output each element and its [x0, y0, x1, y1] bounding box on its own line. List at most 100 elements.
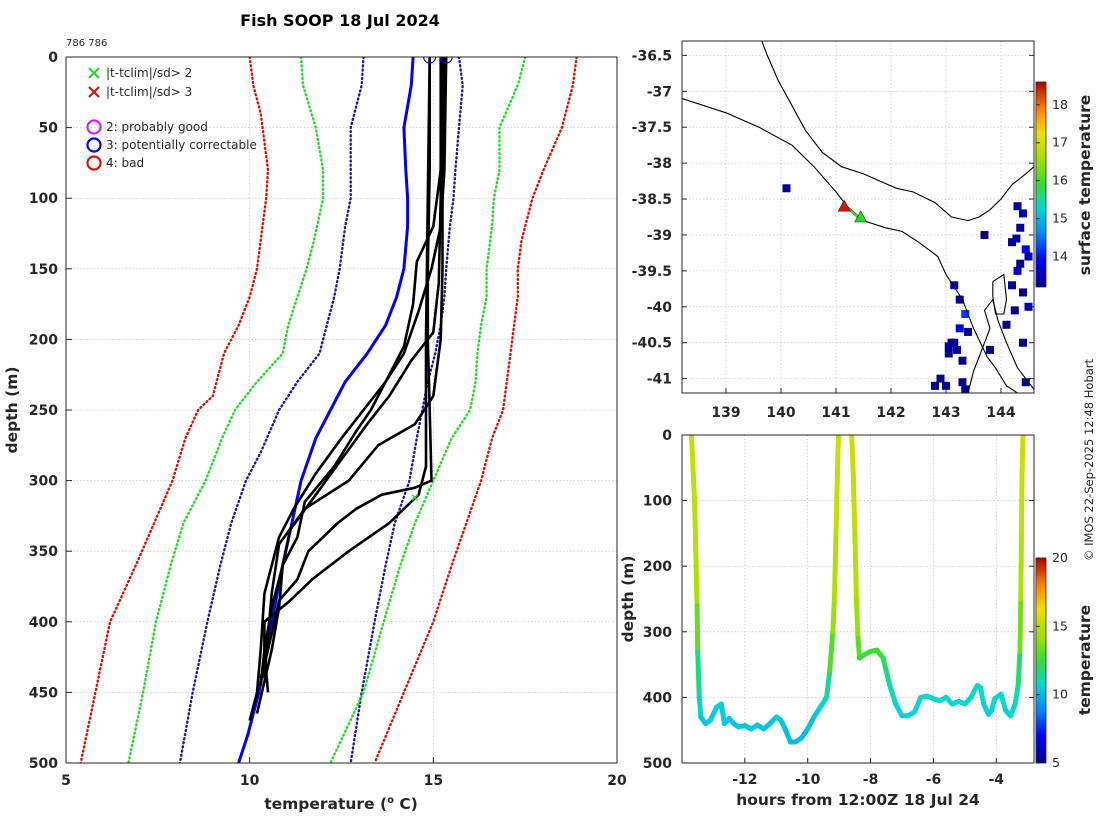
- td-segment-cast-2: [831, 530, 839, 602]
- map-y-tick-label: -37.5: [632, 120, 672, 136]
- sst-pixels: [782, 184, 1033, 393]
- td-y-tick-label: 0: [662, 428, 672, 444]
- map-x-tick-label: 140: [766, 405, 795, 421]
- time-depth-xlabel: hours from 12:00Z 18 Jul 24: [736, 791, 980, 809]
- td-segment-cast-4: [1017, 596, 1024, 654]
- legend-marker-circle: [86, 137, 102, 153]
- credit-text: © IMOS 22-Sep-2025 12:48 Hobart: [1082, 358, 1096, 561]
- y-tick-label: 50: [39, 121, 59, 137]
- sst-pixel: [782, 184, 791, 193]
- map-y-tick-label: -40.5: [632, 336, 672, 352]
- x-tick-label: 15: [424, 773, 443, 789]
- td-segment-tow-2: [1012, 681, 1021, 707]
- temperature-profiles: [248, 57, 448, 721]
- y-tick-label: 400: [29, 615, 58, 631]
- legend-marker-x: [88, 86, 100, 98]
- td-segment-cast-2: [824, 668, 833, 700]
- sst-colorbar-label: surface temperature: [1076, 95, 1094, 276]
- sst-pixel: [1021, 245, 1030, 254]
- surface-flag-marker: [439, 57, 453, 64]
- sst-colorbar-tick-label: 16: [1052, 173, 1068, 188]
- y-tick-label: 0: [48, 50, 58, 66]
- time-depth-tracks: [688, 435, 1026, 745]
- td-segment-tow-2: [886, 681, 899, 707]
- td-x-tick-label: -4: [989, 772, 1005, 788]
- sst-pixel: [964, 327, 972, 336]
- map-y-tick-label: -38.5: [632, 192, 672, 208]
- temp-colorbar: [1035, 557, 1047, 764]
- sst-pixel: [961, 385, 970, 393]
- y-tick-label: 500: [29, 756, 58, 772]
- sst-pixel: [944, 342, 953, 351]
- coastlines: [682, 41, 1034, 393]
- profile-line-profile-6: [255, 57, 443, 714]
- coastline-inner: [761, 41, 1034, 222]
- sst-pixel: [936, 374, 945, 383]
- coastline-mainland: [682, 97, 1018, 393]
- station-marker: [854, 210, 868, 223]
- profile-axes-box: [65, 56, 618, 764]
- td-segment-tow-1: [696, 694, 704, 720]
- sst-colorbar-tick-label: 18: [1052, 97, 1068, 112]
- sst-pixel: [1019, 209, 1027, 218]
- td-segment-cast-3: [849, 435, 856, 477]
- map-y-tick-label: -40: [647, 300, 673, 316]
- sst-pixel: [950, 338, 959, 347]
- ship-tracks: [837, 199, 868, 223]
- temp-colorbar-tick-label: 10: [1052, 687, 1068, 702]
- profile-line-profile-1: [263, 57, 446, 679]
- sst-pixel: [955, 295, 964, 304]
- profile-ylabel: depth (m): [3, 367, 21, 454]
- td-x-tick-label: -12: [732, 772, 757, 788]
- clim-line-mean+1sd: [349, 57, 464, 763]
- sst-pixel: [1013, 266, 1022, 275]
- sst-pixel: [1019, 338, 1027, 347]
- id-label: 786 786: [66, 38, 107, 49]
- td-segment-cast-1: [693, 563, 700, 609]
- td-segment-cast-2: [830, 596, 837, 635]
- map-x-tick-label: 139: [711, 405, 740, 421]
- td-segment-cast-1: [694, 603, 701, 654]
- sst-pixel: [1016, 259, 1025, 268]
- sst-pixel: [1019, 288, 1027, 297]
- map-x-tick-label: 143: [931, 405, 960, 421]
- td-segment-tow-2: [912, 694, 924, 715]
- clim-line-mean+2sd: [329, 57, 527, 763]
- td-y-tick-label: 500: [643, 756, 672, 772]
- map-x-tick-label: 141: [821, 405, 850, 421]
- legend-label: 4: bad: [106, 156, 144, 170]
- td-segment-cast-4: [1019, 435, 1026, 477]
- map-y-tick-label: -36.5: [632, 48, 672, 64]
- temp-colorbar-tick-label: 15: [1052, 618, 1068, 633]
- profile-line-profile-2: [248, 57, 448, 721]
- td-segment-cast-3: [852, 530, 859, 602]
- td-y-tick-label: 200: [643, 559, 672, 575]
- legend-label: 3: potentially correctable: [106, 138, 257, 152]
- y-tick-label: 250: [29, 403, 58, 419]
- time-depth-panel: -12 -10 -8 -6 -4 0 100 200 300 400 500 hours from …: [619, 428, 1094, 809]
- time-depth-ylabel: depth (m): [619, 556, 637, 643]
- sst-colorbar-ticks: 14 15 16 17 18: [1036, 97, 1068, 264]
- outlier-marker: [411, 494, 419, 501]
- y-tick-label: 100: [29, 191, 58, 207]
- climatology-lines: [79, 57, 578, 763]
- map-x-tick-label: 142: [876, 405, 905, 421]
- sst-pixel: [1024, 302, 1033, 311]
- sst-pixel: [1008, 238, 1016, 247]
- map-y-tick-label: -37: [647, 84, 672, 100]
- map-panel: 139 140 141 142 143 144 -36.5 -37 -37.5 -38 -38.5 -…: [632, 40, 1094, 421]
- map-y-tick-label: -38: [647, 156, 672, 172]
- y-tick-label: 300: [29, 474, 58, 490]
- map-y-tick-label: -39.5: [632, 264, 672, 280]
- y-tick-label: 150: [29, 262, 58, 278]
- sst-pixel: [1008, 281, 1016, 290]
- td-segment-cast-1: [690, 465, 698, 504]
- profile-grid: [65, 56, 618, 764]
- td-x-tick-label: -8: [863, 772, 879, 788]
- td-y-tick-label: 100: [643, 494, 672, 510]
- sst-pixel: [1002, 320, 1011, 329]
- td-segment-cast-1: [692, 498, 699, 569]
- y-tick-label: 350: [29, 544, 58, 560]
